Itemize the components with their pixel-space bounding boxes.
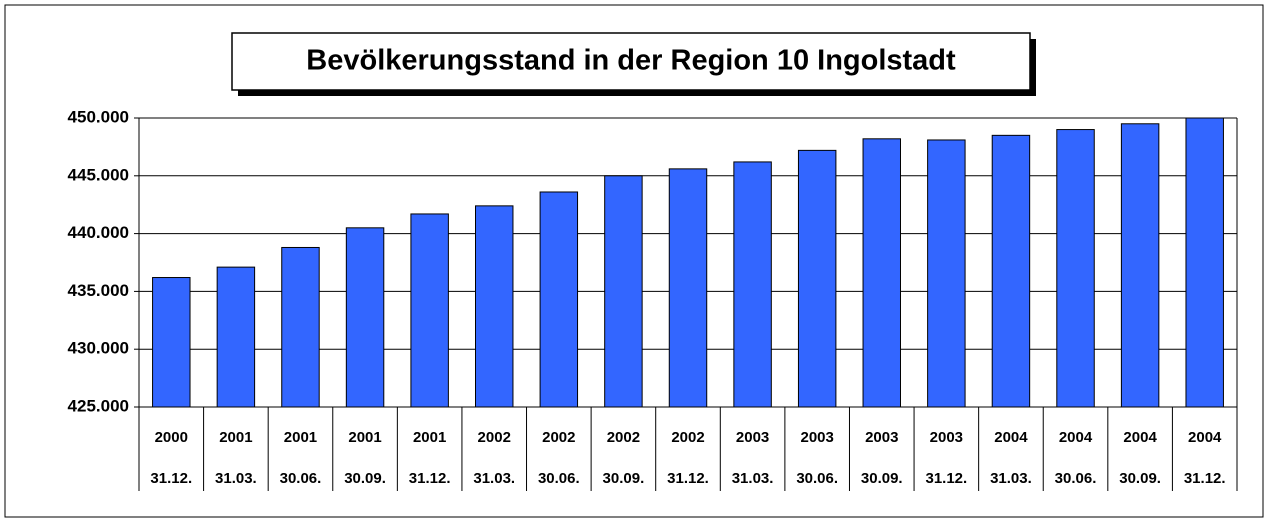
x-tick-label: 2002 (478, 429, 511, 446)
x-tick-label: 2002 (607, 429, 640, 446)
x-tick-label: 2003 (736, 429, 769, 446)
bar (281, 246, 320, 408)
bar (862, 138, 901, 408)
y-tick-label: 445.000 (68, 165, 129, 184)
x-tick-label: 2003 (930, 429, 963, 446)
x-tick-sublabel: 31.12. (925, 470, 967, 487)
x-tick-sublabel: 31.03. (473, 470, 515, 487)
y-tick-label: 440.000 (68, 223, 129, 242)
bar (410, 213, 449, 408)
bar (345, 227, 385, 408)
x-tick-sublabel: 30.06. (1055, 470, 1097, 487)
x-tick-sublabel: 30.06. (538, 470, 580, 487)
bar (1056, 129, 1095, 408)
x-tick-sublabel: 30.06. (796, 470, 838, 487)
x-tick-label: 2004 (994, 429, 1028, 446)
x-tick-label: 2001 (348, 429, 381, 446)
x-tick-label: 2003 (800, 429, 833, 446)
title-box (231, 32, 1031, 91)
x-tick-sublabel: 31.12. (409, 470, 451, 487)
x-tick-sublabel: 31.12. (1184, 470, 1226, 487)
x-tick-label: 2001 (413, 429, 446, 446)
x-tick-sublabel: 31.03. (732, 470, 774, 487)
x-tick-sublabel: 30.06. (280, 470, 322, 487)
y-tick-label: 450.000 (68, 107, 129, 126)
x-tick-sublabel: 30.09. (603, 470, 645, 487)
bar (216, 266, 256, 408)
bar (152, 277, 191, 408)
x-tick-label: 2003 (865, 429, 898, 446)
x-tick-sublabel: 31.03. (990, 470, 1032, 487)
bar (797, 149, 837, 408)
x-tick-sublabel: 31.03. (215, 470, 257, 487)
bar (475, 205, 514, 408)
x-tick-label: 2004 (1123, 429, 1157, 446)
x-tick-sublabel: 30.09. (1119, 470, 1161, 487)
y-tick-label: 430.000 (68, 339, 129, 358)
x-tick-label: 2004 (1059, 429, 1093, 446)
x-tick-sublabel: 31.12. (667, 470, 709, 487)
bar (1185, 117, 1224, 408)
y-tick-label: 425.000 (68, 396, 129, 415)
x-tick-sublabel: 30.09. (861, 470, 903, 487)
x-tick-label: 2000 (155, 429, 188, 446)
bar (733, 161, 772, 408)
bar (1120, 123, 1160, 408)
bar (668, 168, 708, 408)
bar (604, 175, 643, 408)
bar (539, 191, 579, 408)
y-tick-label: 435.000 (68, 281, 129, 300)
bar (991, 134, 1031, 408)
chart-title: Bevölkerungsstand in der Region 10 Ingol… (306, 45, 956, 77)
x-tick-label: 2001 (219, 429, 252, 446)
x-tick-label: 2001 (284, 429, 317, 446)
x-tick-label: 2002 (671, 429, 704, 446)
x-tick-sublabel: 30.09. (344, 470, 386, 487)
x-tick-label: 2004 (1188, 429, 1222, 446)
bar (927, 139, 966, 408)
x-tick-label: 2002 (542, 429, 575, 446)
x-tick-sublabel: 31.12. (150, 470, 192, 487)
